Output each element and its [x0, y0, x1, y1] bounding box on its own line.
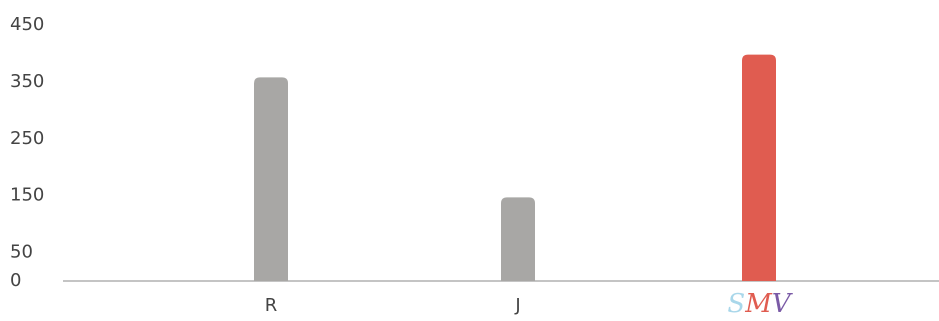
- y-tick-label: 150: [10, 185, 44, 206]
- bar-j: [501, 197, 535, 281]
- y-tick-label: 50: [10, 242, 33, 263]
- y-tick-label: 0: [10, 270, 21, 291]
- logo-letter: V: [772, 289, 793, 319]
- y-axis-ticks: 0 50 150 250 350 450: [10, 14, 44, 291]
- category-labels: R J SMV: [265, 289, 793, 319]
- y-tick-label: 450: [10, 14, 44, 35]
- category-label-r: R: [265, 295, 278, 316]
- y-tick-label: 250: [10, 128, 44, 149]
- y-tick-label: 350: [10, 71, 44, 92]
- category-logo-smv: SMV: [727, 289, 792, 319]
- bar-smv: [742, 54, 776, 282]
- logo-letter: S: [727, 289, 745, 319]
- category-label-j: J: [514, 295, 520, 316]
- bars: [254, 54, 776, 282]
- bar-r: [254, 77, 288, 282]
- logo-letter: M: [744, 289, 773, 319]
